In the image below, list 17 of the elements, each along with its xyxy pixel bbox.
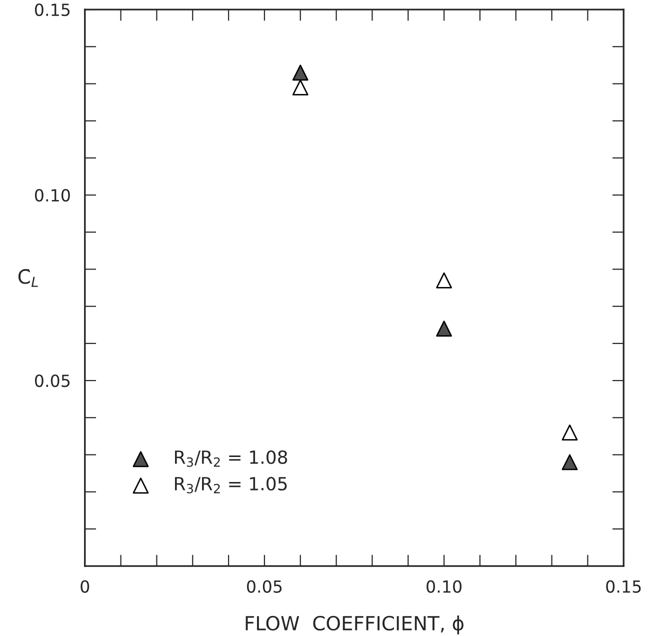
x-tick-label: 0.10 <box>426 580 462 593</box>
y-tick-label: 0.05 <box>34 374 70 388</box>
point <box>562 454 578 470</box>
x-tick-label: 0.05 <box>247 580 282 593</box>
x-tick-label: 0.15 <box>606 580 641 593</box>
point <box>292 64 308 81</box>
x-axis-title: FLOW COEFFICIENT, ϕ <box>246 616 464 634</box>
y-tick-label: 0.15 <box>34 4 70 16</box>
y-axis-title: C̄$_{L}$ <box>18 269 38 287</box>
legend-label: R$_{3}$/R$_{2}$ = 1.05 <box>175 476 287 494</box>
legend-label: R$_{3}$/R$_{2}$ = 1.08 <box>175 450 288 467</box>
x-tick-label: 0 <box>80 580 90 593</box>
point <box>436 320 452 337</box>
point <box>562 424 578 440</box>
point <box>436 272 452 288</box>
point <box>292 79 308 96</box>
y-tick-label: 0.10 <box>34 189 70 202</box>
